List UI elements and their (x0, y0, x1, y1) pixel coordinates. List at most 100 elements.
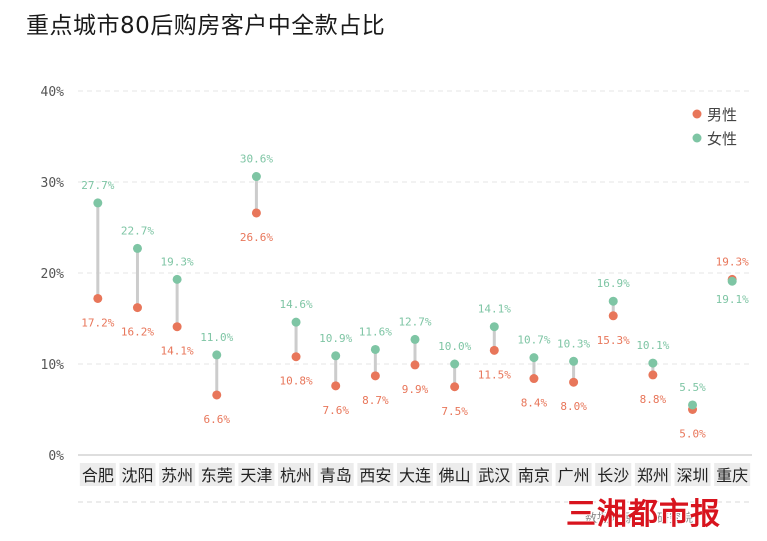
y-tick-label: 30% (41, 176, 65, 191)
female-value-label: 22.7% (121, 224, 154, 237)
category-label: 天津 (240, 466, 272, 485)
female-point (370, 344, 380, 354)
male-point (529, 374, 539, 384)
female-point (93, 198, 103, 208)
female-value-label: 10.0% (438, 340, 471, 353)
female-value-label: 30.6% (240, 153, 273, 166)
male-point (212, 390, 222, 400)
female-point (291, 317, 301, 327)
female-value-label: 5.5% (679, 381, 706, 394)
category-label-bg (397, 463, 433, 486)
category-label-bg (714, 463, 751, 486)
female-value-label: 27.7% (81, 179, 114, 192)
category-label-bg (198, 463, 235, 486)
female-point (489, 322, 499, 332)
female-value-label: 10.7% (517, 334, 550, 347)
female-value-label: 10.1% (636, 339, 669, 352)
newspaper-logo: 三湘都市报 (566, 497, 721, 532)
male-value-label: 7.6% (322, 404, 349, 417)
female-value-label: 11.0% (200, 331, 233, 344)
male-value-label: 5.0% (679, 428, 706, 441)
female-point (212, 350, 222, 360)
category-label-bg (674, 463, 711, 486)
female-value-label: 10.9% (319, 332, 352, 345)
female-value-label: 12.7% (398, 315, 431, 328)
male-value-label: 10.8% (279, 375, 312, 388)
male-value-label: 7.5% (441, 405, 468, 418)
male-value-label: 8.0% (560, 400, 587, 413)
male-point (648, 370, 658, 380)
male-value-label: 8.8% (640, 393, 667, 406)
female-value-label: 14.6% (279, 298, 312, 311)
category-label-bg (317, 463, 354, 486)
category-label: 沈阳 (121, 466, 153, 485)
female-point (132, 243, 142, 253)
female-value-label: 10.3% (557, 337, 590, 350)
category-label: 西安 (359, 466, 391, 485)
category-label-bg (119, 463, 156, 486)
y-tick-label: 20% (41, 267, 65, 282)
category-label: 重庆 (716, 466, 748, 485)
female-value-label: 16.9% (597, 277, 630, 290)
male-point (93, 293, 103, 303)
female-value-label: 11.6% (359, 325, 392, 338)
male-point (489, 345, 499, 355)
female-point (331, 351, 341, 361)
category-label-bg (515, 463, 552, 486)
male-value-label: 9.9% (402, 383, 429, 396)
category-label-bg (476, 463, 513, 486)
female-point (608, 296, 618, 306)
category-label: 青岛 (320, 466, 352, 485)
category-label: 东莞 (201, 466, 233, 485)
female-point (648, 358, 658, 368)
female-point (727, 276, 737, 286)
legend-female-label: 女性 (707, 130, 737, 148)
male-point (569, 377, 579, 387)
category-label: 长沙 (597, 466, 629, 485)
female-point (450, 359, 460, 369)
category-label-bg (555, 463, 592, 486)
female-value-label: 19.3% (161, 255, 194, 268)
category-label: 大连 (399, 466, 431, 485)
female-point (529, 353, 539, 363)
male-point (410, 360, 420, 370)
category-label: 佛山 (439, 466, 471, 485)
legend-male-marker (692, 109, 702, 119)
male-value-label: 17.2% (81, 316, 114, 329)
category-label: 合肥 (82, 466, 114, 485)
category-label-bg (238, 463, 275, 486)
category-label: 南京 (518, 466, 550, 485)
male-point (291, 352, 301, 362)
female-value-label: 19.1% (716, 293, 749, 306)
male-value-label: 16.2% (121, 326, 154, 339)
category-label: 深圳 (677, 466, 709, 485)
male-point (370, 371, 380, 381)
male-value-label: 8.7% (362, 394, 389, 407)
female-point (569, 356, 579, 366)
male-point (450, 382, 460, 392)
source-note: 数据来源：…研究院 (585, 510, 693, 525)
male-value-label: 15.3% (597, 334, 630, 347)
male-value-label: 11.5% (478, 368, 511, 381)
male-point (172, 322, 182, 332)
male-value-label: 8.4% (521, 397, 548, 410)
category-label-bg (278, 463, 315, 486)
y-tick-label: 40% (41, 85, 65, 100)
male-value-label: 26.6% (240, 231, 273, 244)
male-point (132, 303, 142, 313)
male-value-label: 19.3% (716, 255, 749, 268)
y-tick-label: 10% (41, 358, 65, 373)
category-label: 杭州 (280, 466, 312, 485)
female-value-label: 14.1% (478, 303, 511, 316)
y-tick-label: 0% (48, 449, 64, 464)
female-point (172, 274, 182, 284)
male-point (331, 381, 341, 391)
category-label-bg (634, 463, 671, 486)
category-label: 苏州 (161, 466, 193, 485)
female-point (251, 172, 261, 182)
male-point (251, 208, 261, 218)
category-label-bg (79, 463, 116, 486)
category-label: 武汉 (478, 466, 510, 485)
category-label-bg (357, 463, 394, 486)
